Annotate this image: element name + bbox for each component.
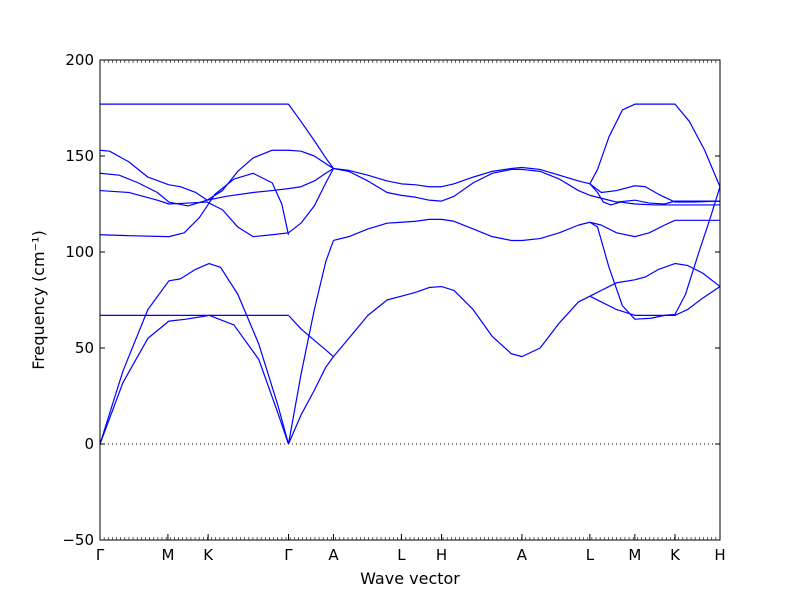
x-tick-label: Γ — [284, 546, 293, 564]
y-tick-label: 150 — [65, 147, 94, 165]
band-6 — [99, 172, 289, 207]
x-tick-label: Γ — [96, 546, 105, 564]
x-axis-label: Wave vector — [360, 569, 460, 588]
band-13 — [288, 167, 334, 190]
x-tick-label: K — [670, 546, 681, 564]
x-tick-label: L — [586, 546, 595, 564]
y-tick-label: 100 — [65, 243, 94, 261]
band-14 — [288, 149, 334, 169]
band-18 — [333, 167, 591, 202]
y-tick-label: 0 — [84, 435, 94, 453]
y-axis-ticks: −50 0 50 100 150 200 — [62, 51, 720, 549]
band-17 — [333, 218, 591, 242]
band-25 — [589, 183, 721, 203]
series-layer — [99, 103, 721, 445]
x-tick-label: H — [714, 546, 725, 564]
band-16 — [333, 285, 591, 358]
x-tick-label: M — [628, 546, 641, 564]
y-tick-label: 50 — [75, 339, 94, 357]
band-22 — [589, 186, 721, 320]
band-1 — [99, 262, 290, 445]
band-10 — [287, 240, 335, 445]
band-20 — [589, 262, 721, 297]
band-19 — [333, 166, 591, 188]
y-tick-label: −50 — [62, 531, 94, 549]
band-23 — [589, 219, 720, 238]
band-24 — [589, 194, 720, 205]
x-tick-label: H — [436, 546, 447, 564]
band-4 — [99, 172, 290, 238]
band-21 — [589, 286, 721, 316]
x-tick-label: L — [397, 546, 406, 564]
band-9 — [287, 356, 334, 445]
y-tick-label: 200 — [65, 51, 94, 69]
band-15 — [288, 103, 334, 169]
band-26 — [589, 103, 721, 187]
x-tick-label: M — [161, 546, 174, 564]
band-7 — [99, 149, 289, 201]
band-11 — [288, 314, 334, 358]
x-tick-label: A — [328, 546, 339, 564]
y-axis-label: Frequency (cm⁻¹) — [29, 230, 48, 369]
band-27 — [589, 183, 720, 206]
band-2 — [99, 314, 290, 445]
plot-frame — [99, 59, 721, 541]
x-tick-label: K — [203, 546, 214, 564]
band-5 — [99, 189, 289, 238]
band-12 — [288, 168, 334, 234]
x-tick-label: A — [517, 546, 528, 564]
